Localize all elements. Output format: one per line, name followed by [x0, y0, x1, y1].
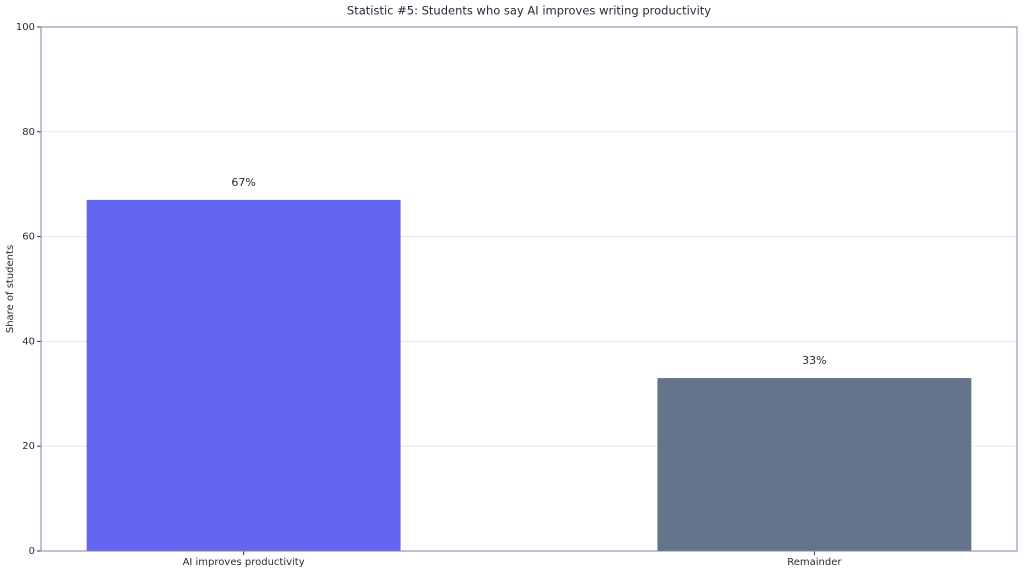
- x-tick-label: AI improves productivity: [183, 557, 305, 568]
- y-tick-label: 20: [22, 441, 35, 452]
- x-tick-label: Remainder: [787, 557, 842, 568]
- bar: [86, 199, 401, 552]
- chart-title: Statistic #5: Students who say AI improv…: [347, 4, 711, 18]
- y-axis-label: Share of students: [5, 245, 16, 333]
- y-tick-label: 40: [22, 336, 35, 347]
- plot-frame: [40, 26, 1018, 552]
- bar: [657, 378, 972, 551]
- value-label: 67%: [231, 176, 255, 189]
- y-tick-label: 100: [16, 22, 35, 33]
- y-tick-label: 60: [22, 232, 35, 243]
- y-tick-label: 0: [29, 546, 35, 557]
- value-label: 33%: [802, 354, 826, 367]
- y-tick-label: 80: [22, 127, 35, 138]
